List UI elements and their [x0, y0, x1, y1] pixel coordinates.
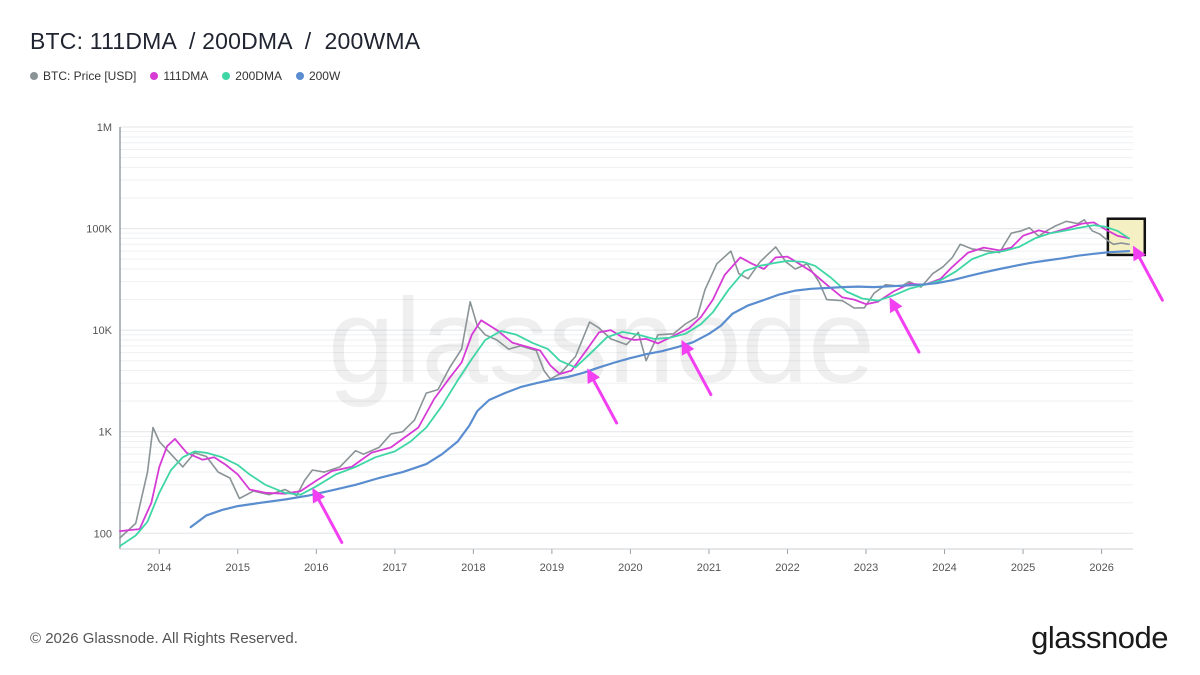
- x-tick-label: 2022: [775, 562, 799, 574]
- legend-item-200w[interactable]: 200W: [295, 69, 341, 83]
- legend-item-111dma[interactable]: 111DMA: [150, 69, 208, 83]
- annotation-arrow-head: [312, 487, 326, 504]
- x-tick-label: 2021: [697, 562, 721, 574]
- legend-label-200w: 200W: [308, 69, 341, 83]
- x-tick-label: 2015: [226, 562, 250, 574]
- chart-canvas[interactable]: 100 1K 10K 100K 1M 2014 2015 2016 2017 2018 2019 20…: [0, 0, 1200, 600]
- legend-item-200dma[interactable]: 200DMA: [222, 69, 282, 83]
- x-tick-label: 2014: [147, 562, 171, 574]
- annotation-arrow-shaft: [592, 379, 619, 425]
- annotation-arrow-head: [889, 297, 903, 314]
- legend-dot-111dma: [150, 72, 159, 80]
- legend-dot-200w: [295, 72, 304, 80]
- annotation-arrow-shaft: [317, 498, 344, 544]
- annotation-arrow-shaft: [894, 308, 921, 354]
- y-tick-label: 1K: [99, 427, 113, 439]
- legend-label-111dma: 111DMA: [163, 69, 209, 83]
- annotation-arrow-head: [587, 368, 600, 384]
- annotation-arrow-shaft: [1138, 256, 1164, 302]
- x-tick-label: 2019: [540, 562, 564, 574]
- annotation-arrow-head: [681, 340, 695, 356]
- chart-legend: BTC: Price [USD] 111DMA 200DMA 200W: [30, 69, 340, 83]
- x-tick-label: 2023: [854, 562, 878, 574]
- highlight-box: [1106, 217, 1147, 257]
- legend-dot-price: [30, 72, 38, 80]
- legend-item-price[interactable]: BTC: Price [USD]: [30, 69, 136, 83]
- y-tick-label: 100: [94, 528, 112, 540]
- legend-label-200dma: 200DMA: [235, 69, 282, 83]
- copyright-text: © 2026 Glassnode. All Rights Reserved.: [30, 630, 298, 647]
- x-tick-label: 2017: [383, 562, 407, 574]
- y-tick-label: 10K: [92, 325, 112, 337]
- y-tick-label: 1M: [97, 122, 112, 134]
- x-tick-label: 2025: [1011, 562, 1035, 574]
- series-line-2: [119, 224, 1130, 547]
- series-line-1: [119, 221, 1130, 532]
- chart-title: BTC: 111DMA / 200DMA / 200WMA: [30, 28, 421, 54]
- legend-label-price: BTC: Price [USD]: [43, 69, 137, 83]
- annotation-arrow-shaft: [686, 350, 713, 397]
- watermark-logo: glassnode: [328, 274, 875, 408]
- brand-logo: glassnode: [1031, 620, 1168, 655]
- x-tick-label: 2016: [304, 562, 328, 574]
- x-tick-label: 2026: [1089, 562, 1113, 574]
- annotation-arrow-head: [1133, 245, 1146, 262]
- y-tick-label: 100K: [86, 224, 112, 236]
- legend-dot-200dma: [222, 72, 231, 80]
- x-tick-label: 2020: [618, 562, 642, 574]
- x-tick-label: 2018: [461, 562, 485, 574]
- x-tick-label: 2024: [932, 562, 956, 574]
